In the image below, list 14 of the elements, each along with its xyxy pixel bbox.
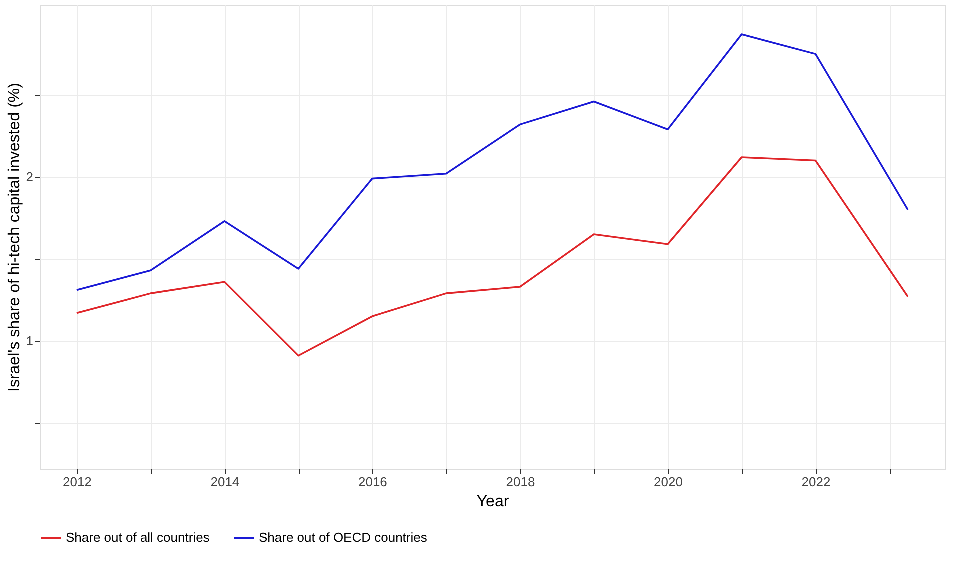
- x-tick-label: 2014: [210, 474, 240, 490]
- y-tick-label: 1: [26, 334, 34, 349]
- y-axis-title: Israel's share of hi-tech capital invested (%): [6, 83, 24, 392]
- line-series: [76, 156, 909, 357]
- x-axis-title: Year: [476, 494, 510, 510]
- line-series: [76, 34, 909, 292]
- legend-label: Share out of OECD countries: [259, 530, 428, 545]
- x-tick-label: 2012: [62, 474, 92, 490]
- x-tick-label: 2020: [654, 474, 683, 490]
- x-tick-label: 2016: [358, 474, 388, 490]
- x-tick-label: 2018: [506, 474, 536, 490]
- y-tick-label: 2: [26, 170, 34, 185]
- x-tick-label: 2022: [802, 474, 831, 490]
- legend-label: Share out of all countries: [66, 530, 210, 545]
